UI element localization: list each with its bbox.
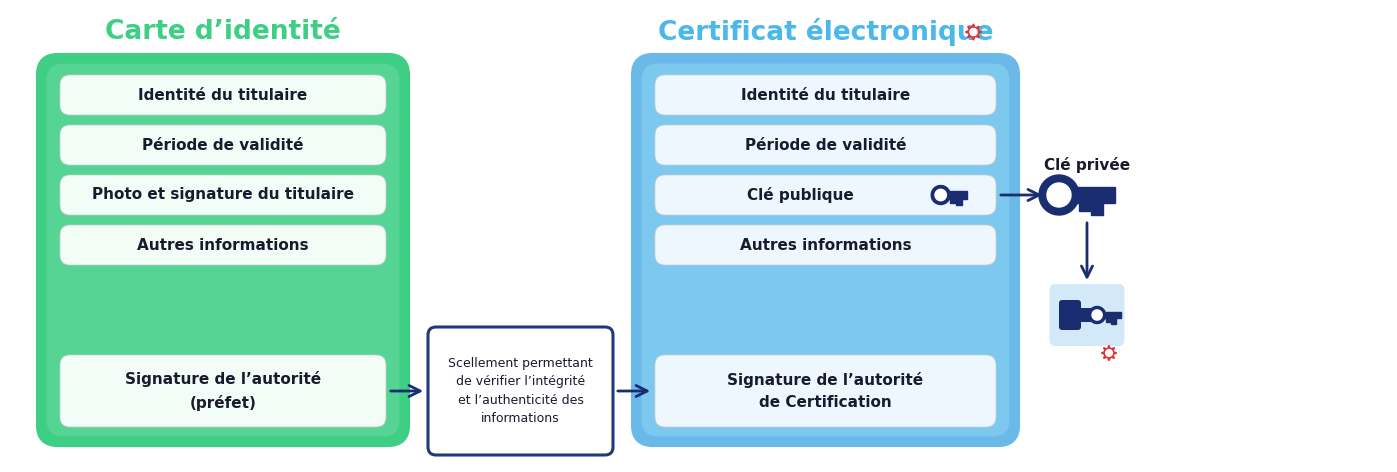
Polygon shape — [949, 191, 967, 199]
Polygon shape — [956, 199, 961, 204]
FancyBboxPatch shape — [633, 55, 1018, 445]
Text: Autres informations: Autres informations — [137, 237, 309, 253]
Polygon shape — [1078, 203, 1091, 211]
Polygon shape — [1088, 306, 1105, 323]
Polygon shape — [1076, 187, 1115, 203]
Polygon shape — [950, 199, 956, 202]
FancyBboxPatch shape — [643, 65, 1009, 435]
Text: Signature de l’autorité
de Certification: Signature de l’autorité de Certification — [728, 372, 923, 410]
Text: Clé publique: Clé publique — [747, 187, 854, 203]
Polygon shape — [1105, 350, 1112, 356]
Text: Carte d’identité: Carte d’identité — [105, 19, 341, 45]
Text: Certificat électronique: Certificat électronique — [658, 18, 993, 46]
Text: Clé privée: Clé privée — [1044, 157, 1130, 173]
FancyBboxPatch shape — [1049, 284, 1125, 346]
FancyBboxPatch shape — [60, 75, 386, 115]
FancyBboxPatch shape — [655, 355, 996, 427]
Text: Autres informations: Autres informations — [739, 237, 911, 253]
Polygon shape — [932, 185, 950, 204]
Polygon shape — [1111, 319, 1116, 323]
FancyBboxPatch shape — [1059, 300, 1081, 330]
FancyBboxPatch shape — [60, 355, 386, 427]
Text: Période de validité: Période de validité — [142, 137, 303, 152]
Polygon shape — [1091, 203, 1104, 215]
FancyBboxPatch shape — [60, 175, 386, 215]
Polygon shape — [1104, 312, 1120, 319]
Polygon shape — [965, 24, 982, 40]
FancyBboxPatch shape — [60, 125, 386, 165]
Polygon shape — [1039, 175, 1078, 215]
Text: Identité du titulaire: Identité du titulaire — [138, 87, 307, 102]
Text: Période de validité: Période de validité — [745, 137, 907, 152]
Polygon shape — [1092, 310, 1102, 320]
FancyBboxPatch shape — [655, 125, 996, 165]
Polygon shape — [970, 28, 977, 35]
FancyBboxPatch shape — [655, 75, 996, 115]
Polygon shape — [1046, 183, 1071, 207]
Polygon shape — [935, 189, 946, 201]
FancyBboxPatch shape — [427, 327, 613, 455]
FancyBboxPatch shape — [60, 225, 386, 265]
Text: Scellement permettant
de vérifier l’intégrité
et l’authenticité des
informations: Scellement permettant de vérifier l’inté… — [448, 357, 592, 425]
Polygon shape — [1105, 319, 1111, 322]
FancyBboxPatch shape — [47, 65, 398, 435]
Text: Signature de l’autorité
(préfet): Signature de l’autorité (préfet) — [124, 371, 321, 411]
FancyBboxPatch shape — [38, 55, 408, 445]
Bar — [1081, 308, 1091, 322]
Text: Identité du titulaire: Identité du titulaire — [740, 87, 909, 102]
FancyBboxPatch shape — [655, 175, 996, 215]
FancyBboxPatch shape — [655, 225, 996, 265]
Text: Photo et signature du titulaire: Photo et signature du titulaire — [92, 187, 353, 202]
Polygon shape — [1101, 346, 1116, 361]
